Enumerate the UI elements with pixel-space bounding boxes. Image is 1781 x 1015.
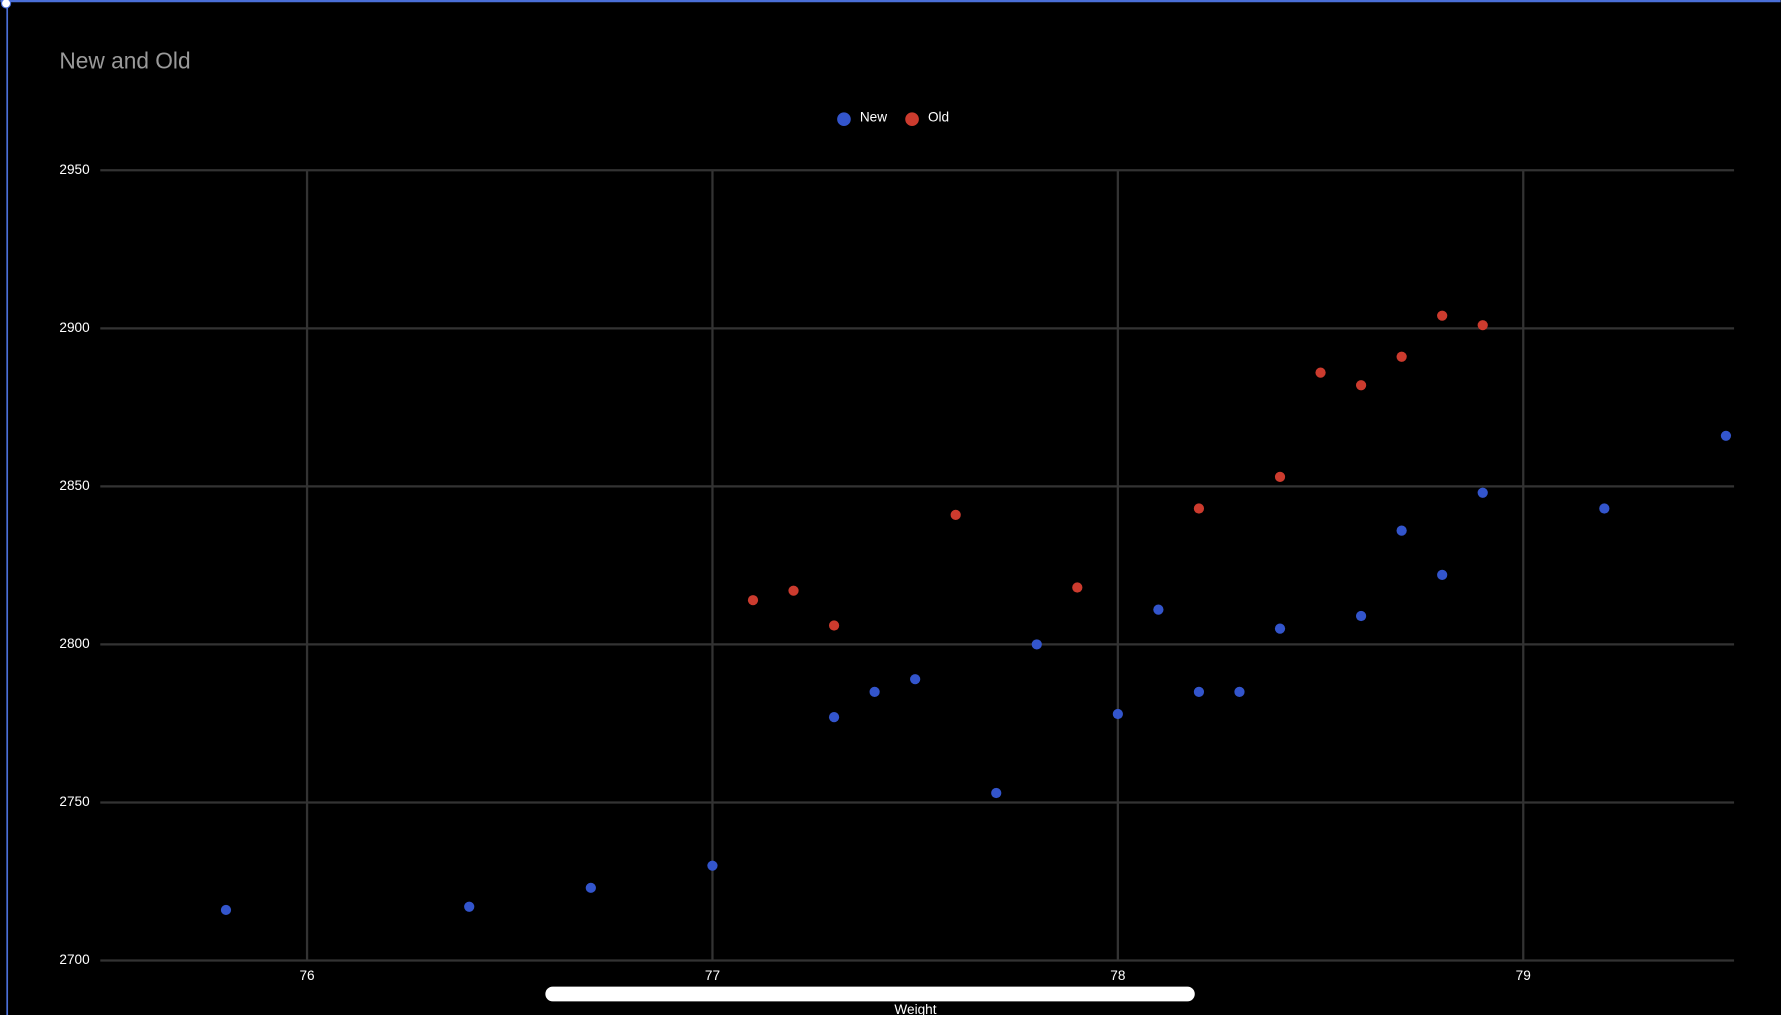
y-tick-label: 2700: [59, 952, 90, 967]
point: [1234, 686, 1245, 697]
point: [1315, 367, 1326, 378]
point: [788, 585, 799, 596]
point: [1355, 380, 1367, 391]
x-tick-label: 79: [1516, 968, 1531, 983]
point: [1477, 487, 1488, 498]
legend-label: Old: [928, 110, 949, 125]
point: [1396, 525, 1407, 536]
point: [828, 620, 840, 631]
point: [1193, 503, 1205, 514]
legend-swatch: [905, 112, 919, 127]
point: [1477, 320, 1488, 331]
y-tick-label: 2950: [59, 162, 90, 177]
point: [1193, 686, 1205, 697]
y-tick-label: 2850: [59, 478, 90, 493]
y-tick-label: 2900: [59, 320, 90, 335]
x-tick-label: 77: [705, 968, 720, 983]
point: [707, 860, 718, 871]
legend-label: New: [860, 110, 887, 125]
y-tick-label: 2800: [59, 636, 90, 651]
point: [1437, 310, 1448, 321]
point: [1031, 639, 1042, 650]
point: [1072, 582, 1083, 593]
point: [585, 882, 596, 893]
resize-handle[interactable]: [0, 0, 12, 9]
point: [828, 712, 840, 723]
point: [1153, 604, 1164, 615]
x-tick-label: 76: [299, 968, 314, 983]
point: [220, 904, 232, 916]
chart-title: New and Old: [59, 47, 190, 73]
point: [1437, 569, 1448, 580]
point: [747, 595, 759, 606]
point: [1355, 610, 1367, 622]
point: [869, 686, 880, 697]
point: [950, 509, 961, 520]
point: [1396, 351, 1407, 362]
point: [1112, 708, 1123, 720]
point: [1274, 471, 1286, 483]
point: [991, 787, 1002, 799]
y-tick-label: 2750: [59, 794, 90, 809]
x-axis-title: Weight: [894, 1002, 936, 1015]
point: [910, 674, 921, 685]
legend-swatch: [837, 112, 851, 127]
point: [1274, 623, 1286, 634]
point: [1720, 430, 1732, 441]
point: [1599, 503, 1610, 514]
x-tick-label: 78: [1110, 968, 1125, 983]
scrollbar[interactable]: [545, 986, 1195, 1002]
point: [464, 901, 475, 912]
